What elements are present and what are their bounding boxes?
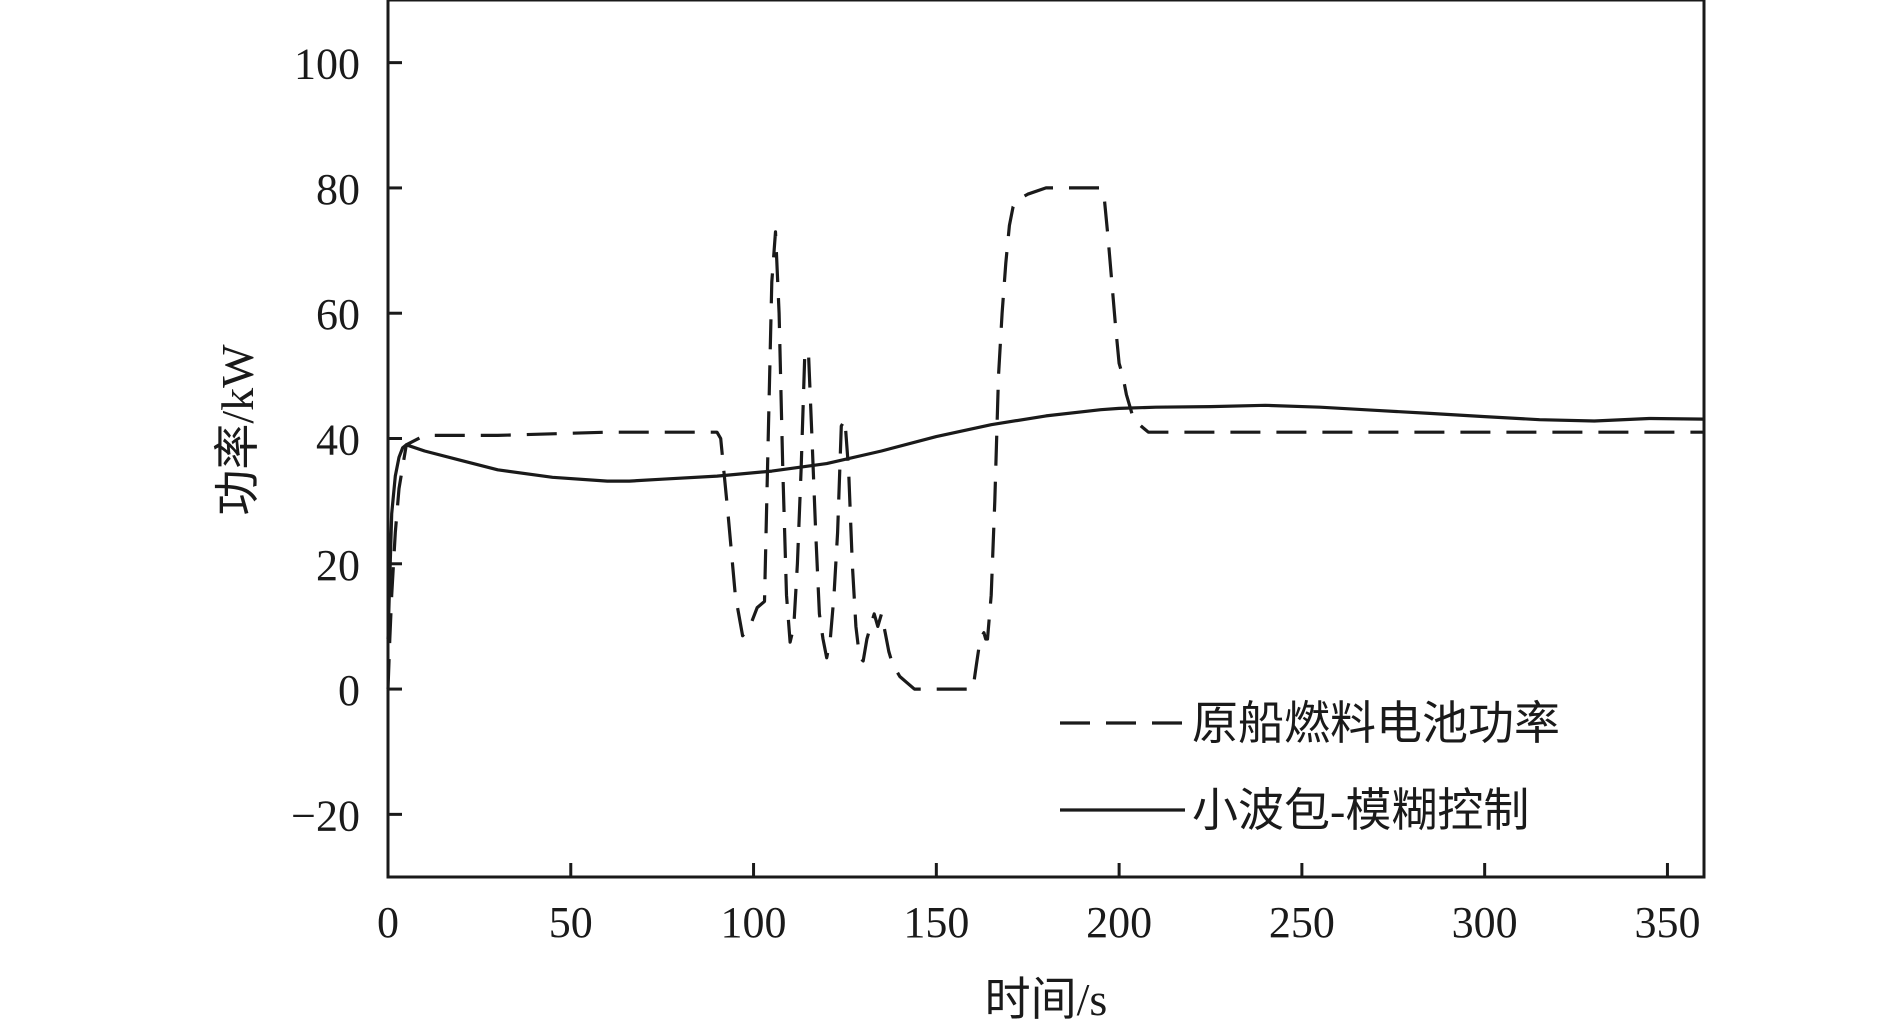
series-line-dashed bbox=[386, 186, 1704, 691]
series-layer bbox=[386, 186, 1705, 691]
series-line-solid bbox=[386, 403, 1705, 640]
y-tick-label: 60 bbox=[316, 290, 360, 339]
legend-label: 原船燃料电池功率 bbox=[1192, 698, 1560, 749]
y-tick-label: 80 bbox=[316, 165, 360, 214]
y-axis: −20 0 20 40 60 80 100 bbox=[291, 40, 402, 840]
x-axis: 0 50 100 150 200 250 300 350 bbox=[377, 863, 1700, 947]
y-axis-label: 功率/kW bbox=[212, 344, 263, 516]
legend-label: 小波包-模糊控制 bbox=[1192, 785, 1529, 836]
y-tick-label: 100 bbox=[294, 40, 360, 89]
x-axis-label: 时间/s bbox=[985, 974, 1108, 1025]
y-tick-label: 40 bbox=[316, 416, 360, 465]
x-tick-label: 50 bbox=[549, 898, 593, 947]
y-tick-label: 0 bbox=[338, 666, 360, 715]
x-tick-label: 200 bbox=[1086, 898, 1152, 947]
x-tick-label: 350 bbox=[1634, 898, 1700, 947]
x-tick-label: 100 bbox=[721, 898, 787, 947]
y-tick-label: 20 bbox=[316, 541, 360, 590]
x-tick-label: 300 bbox=[1452, 898, 1518, 947]
x-tick-label: 0 bbox=[377, 898, 399, 947]
y-tick-label: −20 bbox=[291, 791, 360, 840]
x-tick-label: 250 bbox=[1269, 898, 1335, 947]
x-tick-label: 150 bbox=[903, 898, 969, 947]
